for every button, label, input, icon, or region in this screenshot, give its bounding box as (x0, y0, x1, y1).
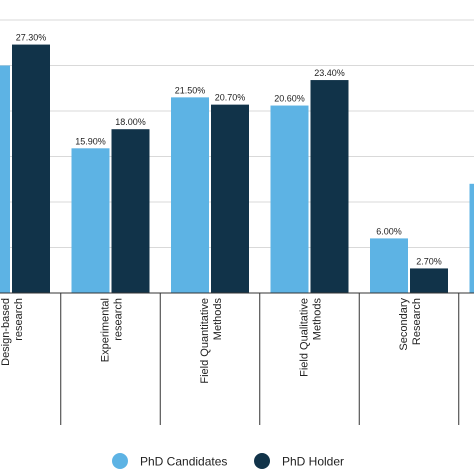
data-label: 21.50% (175, 85, 206, 95)
category-label: SecondaryResearch (398, 298, 423, 351)
category-label: Field QuantitativeMethods (199, 298, 224, 384)
category-label: Design-basedresearch (0, 298, 25, 366)
bar-phd-candidates (270, 105, 309, 293)
data-label: 6.00% (376, 226, 402, 236)
data-label: 20.60% (274, 94, 305, 104)
bar-phd-holder (211, 104, 249, 293)
data-label: 23.40% (314, 68, 345, 78)
legend-item: PhD Candidates (112, 453, 227, 469)
category-labels: Design-basedresearch Experimentalresearch… (0, 298, 423, 384)
legend-swatch (112, 453, 128, 469)
bar-phd-holder (410, 268, 448, 293)
bar-phd-candidates (0, 65, 10, 293)
category-label: Field QualitativeMethods (299, 298, 324, 377)
legend: PhD Candidates PhD Holder (112, 453, 344, 469)
legend-label: PhD Candidates (140, 455, 227, 469)
data-label: 18.00% (115, 117, 146, 127)
legend-item: PhD Holder (254, 453, 344, 469)
data-label: 15.90% (75, 136, 106, 146)
bar-phd-holder (12, 44, 50, 293)
bar-phd-candidates (370, 238, 408, 293)
category-label: Experimentalresearch (100, 298, 125, 362)
bar-phd-holder (111, 129, 150, 293)
data-label: 20.70% (215, 93, 246, 103)
bar-value-labels: %27.30%15.90%18.00%21.50%20.70%20.60%23.… (16, 33, 442, 267)
legend-label: PhD Holder (282, 455, 344, 469)
x-axis (0, 292, 474, 425)
legend-swatch (254, 453, 270, 469)
bar-phd-holder (310, 80, 349, 293)
data-label: 27.30% (16, 33, 47, 43)
bar-phd-candidates (171, 97, 209, 293)
bars (0, 44, 474, 293)
bar-phd-candidates (71, 148, 110, 293)
data-label: 2.70% (416, 256, 442, 266)
bar-phd-candidates (469, 183, 474, 293)
